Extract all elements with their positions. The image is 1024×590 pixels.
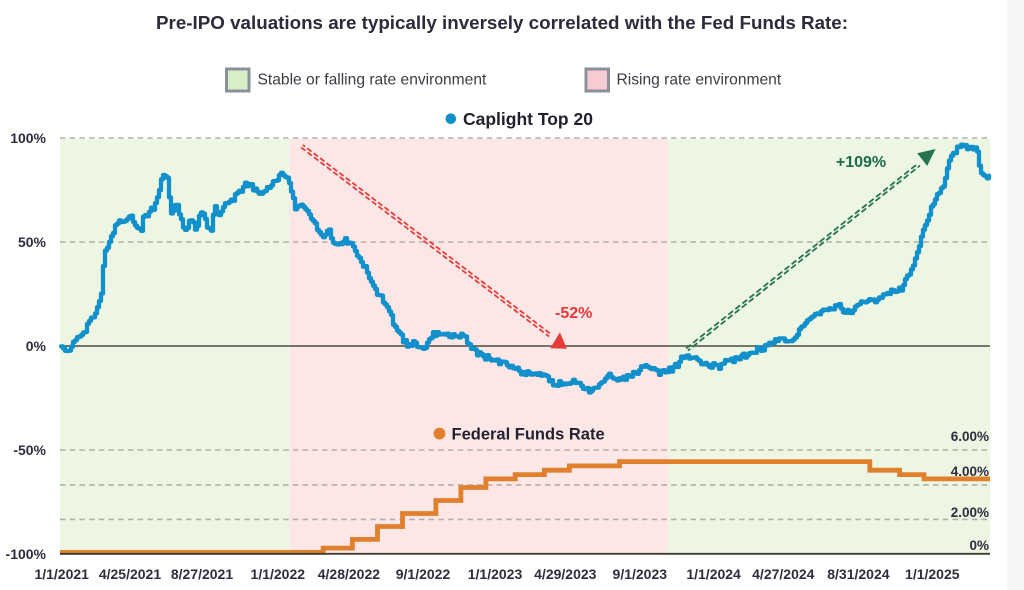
svg-text:9/1/2023: 9/1/2023	[613, 566, 668, 582]
svg-text:0%: 0%	[26, 338, 47, 354]
svg-text:4/25/2021: 4/25/2021	[99, 566, 161, 582]
svg-text:-50%: -50%	[13, 442, 46, 458]
svg-text:-100%: -100%	[6, 546, 47, 562]
svg-text:0%: 0%	[969, 538, 989, 553]
svg-text:Stable or falling rate environ: Stable or falling rate environment	[258, 72, 488, 89]
svg-text:Federal Funds Rate: Federal Funds Rate	[452, 426, 605, 444]
svg-text:50%: 50%	[18, 234, 47, 250]
svg-text:-52%: -52%	[555, 305, 592, 322]
svg-text:+109%: +109%	[836, 154, 886, 171]
svg-text:8/27/2021: 8/27/2021	[171, 566, 233, 582]
svg-text:1/1/2022: 1/1/2022	[251, 566, 306, 582]
svg-text:Pre-IPO valuations are typical: Pre-IPO valuations are typically inverse…	[156, 12, 848, 33]
svg-text:8/31/2024: 8/31/2024	[827, 566, 889, 582]
svg-text:4/27/2024: 4/27/2024	[752, 566, 814, 582]
svg-text:6.00%: 6.00%	[951, 429, 989, 444]
svg-text:1/1/2021: 1/1/2021	[34, 566, 89, 582]
svg-text:1/1/2025: 1/1/2025	[905, 566, 960, 582]
svg-text:Rising rate environment: Rising rate environment	[617, 72, 782, 89]
svg-text:1/1/2023: 1/1/2023	[468, 566, 523, 582]
svg-text:9/1/2022: 9/1/2022	[396, 566, 451, 582]
svg-text:4.00%: 4.00%	[951, 464, 989, 479]
svg-text:4/29/2023: 4/29/2023	[534, 566, 596, 582]
svg-text:1/1/2024: 1/1/2024	[686, 566, 741, 582]
svg-text:Caplight Top 20: Caplight Top 20	[463, 109, 593, 129]
svg-text:4/28/2022: 4/28/2022	[318, 566, 380, 582]
svg-text:100%: 100%	[10, 130, 46, 146]
svg-text:2.00%: 2.00%	[951, 505, 989, 520]
